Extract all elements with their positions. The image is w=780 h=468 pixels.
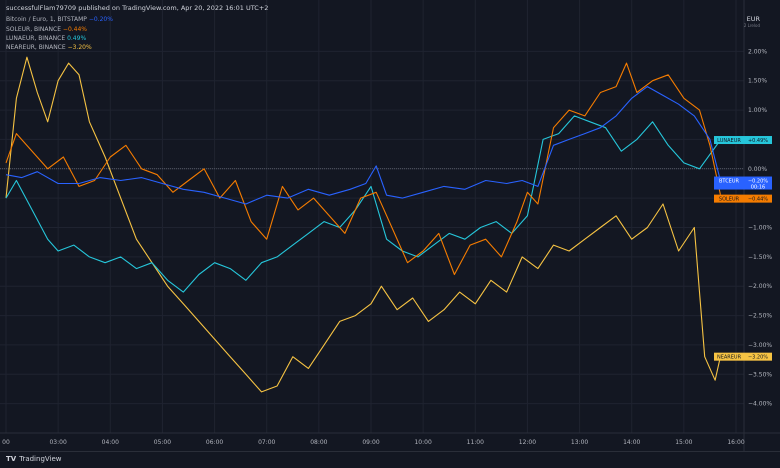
x-tick-label: 09:00 <box>362 439 379 446</box>
chart-plot[interactable]: 2.00%1.50%1.00%0.50%0.00%−0.50%−1.00%−1.… <box>0 0 780 452</box>
y-tick-label: 1.00% <box>748 107 767 114</box>
x-tick-label: 12:00 <box>519 439 536 446</box>
y-tick-label: −3.50% <box>748 371 772 378</box>
x-tick-label: 07:00 <box>258 439 275 446</box>
y-tick-label: −1.50% <box>748 254 772 261</box>
legend-name: SOLEUR, BINANCE <box>6 26 61 33</box>
legend-name: NEAREUR, BINANCE <box>6 44 66 51</box>
y-tick-label: 0.00% <box>748 166 767 173</box>
y-tick-label: −2.50% <box>748 313 772 320</box>
price-tag-value: −0.44% <box>748 197 768 203</box>
legend-item-neareur: NEAREUR, BINANCE −3.20% <box>6 44 92 51</box>
series-line-soleur <box>5 62 721 276</box>
y-tick-label: −4.00% <box>748 401 772 408</box>
legend-change: −3.20% <box>67 44 92 51</box>
x-tick-label: 08:00 <box>310 439 327 446</box>
publish-line: successfulFlam79709 published on Trading… <box>6 4 269 12</box>
price-tag-label: NEAREUR <box>717 355 742 361</box>
currency-label: EUR 2 Lrelod <box>744 15 760 28</box>
price-tag-value-bg <box>744 194 772 203</box>
tradingview-logo[interactable]: TV TradingView <box>6 455 62 463</box>
x-tick-label: 13:00 <box>571 439 588 446</box>
legend-change: −0.44% <box>62 26 88 33</box>
y-tick-label: −2.00% <box>748 283 772 290</box>
legend-item-btceur: Bitcoin / Euro, 1, BITSTAMP −0.20% <box>6 16 113 23</box>
x-tick-label: 14:00 <box>623 439 640 446</box>
price-tag-value: −3.20% <box>748 355 768 361</box>
legend-change: 0.49% <box>67 35 87 42</box>
x-tick-label: 16:00 <box>727 439 744 446</box>
x-tick-label: 11:00 <box>467 439 484 446</box>
x-tick-label: 03:00 <box>49 439 66 446</box>
price-tag-label: BTCEUR <box>719 179 740 185</box>
price-tag-value-bg <box>744 352 772 361</box>
price-tag-value: −0.20% <box>748 179 768 185</box>
price-tag-label-bg <box>714 194 744 203</box>
price-tag-label-bg <box>714 176 744 190</box>
series-line-lunaeur <box>5 115 721 293</box>
price-tag-countdown: 00:16 <box>751 185 765 191</box>
x-tick-label: 05:00 <box>154 439 171 446</box>
x-tick-label: 00 <box>2 439 10 446</box>
y-tick-label: −1.00% <box>748 225 772 232</box>
scale-mode: 2 Lrelod <box>743 23 760 28</box>
price-tag-value-bg <box>744 136 772 145</box>
tradingview-logo-icon: TV <box>6 455 17 463</box>
price-tag-value: +0.49% <box>748 138 768 144</box>
legend-name: LUNAEUR, BINANCE <box>6 35 66 42</box>
currency-code: EUR <box>746 15 760 23</box>
brand-text: TradingView <box>19 455 62 463</box>
footer-bar: TV TradingView <box>0 451 780 468</box>
x-tick-label: 15:00 <box>675 439 692 446</box>
x-tick-label: 04:00 <box>102 439 119 446</box>
y-tick-label: −3.00% <box>748 342 772 349</box>
price-tag-label: LUNAEUR <box>717 138 741 144</box>
price-tag-label: SOLEUR <box>719 197 740 203</box>
legend-change: −0.20% <box>88 16 113 23</box>
x-tick-label: 06:00 <box>206 439 223 446</box>
legend-item-soleur: SOLEUR, BINANCE −0.44% <box>6 26 87 33</box>
y-tick-label: 2.00% <box>748 48 767 55</box>
legend-name: Bitcoin / Euro, 1, BITSTAMP <box>6 16 87 23</box>
price-tag-value-bg <box>744 176 772 190</box>
y-tick-label: 1.50% <box>748 78 767 85</box>
series-line-bitcoin <box>5 86 721 205</box>
x-tick-label: 10:00 <box>414 439 431 446</box>
price-tag-label-bg <box>714 352 744 361</box>
series-line-neareur <box>5 56 721 393</box>
price-tag-label-bg <box>714 136 744 145</box>
legend-item-lunaeur: LUNAEUR, BINANCE 0.49% <box>6 35 86 42</box>
